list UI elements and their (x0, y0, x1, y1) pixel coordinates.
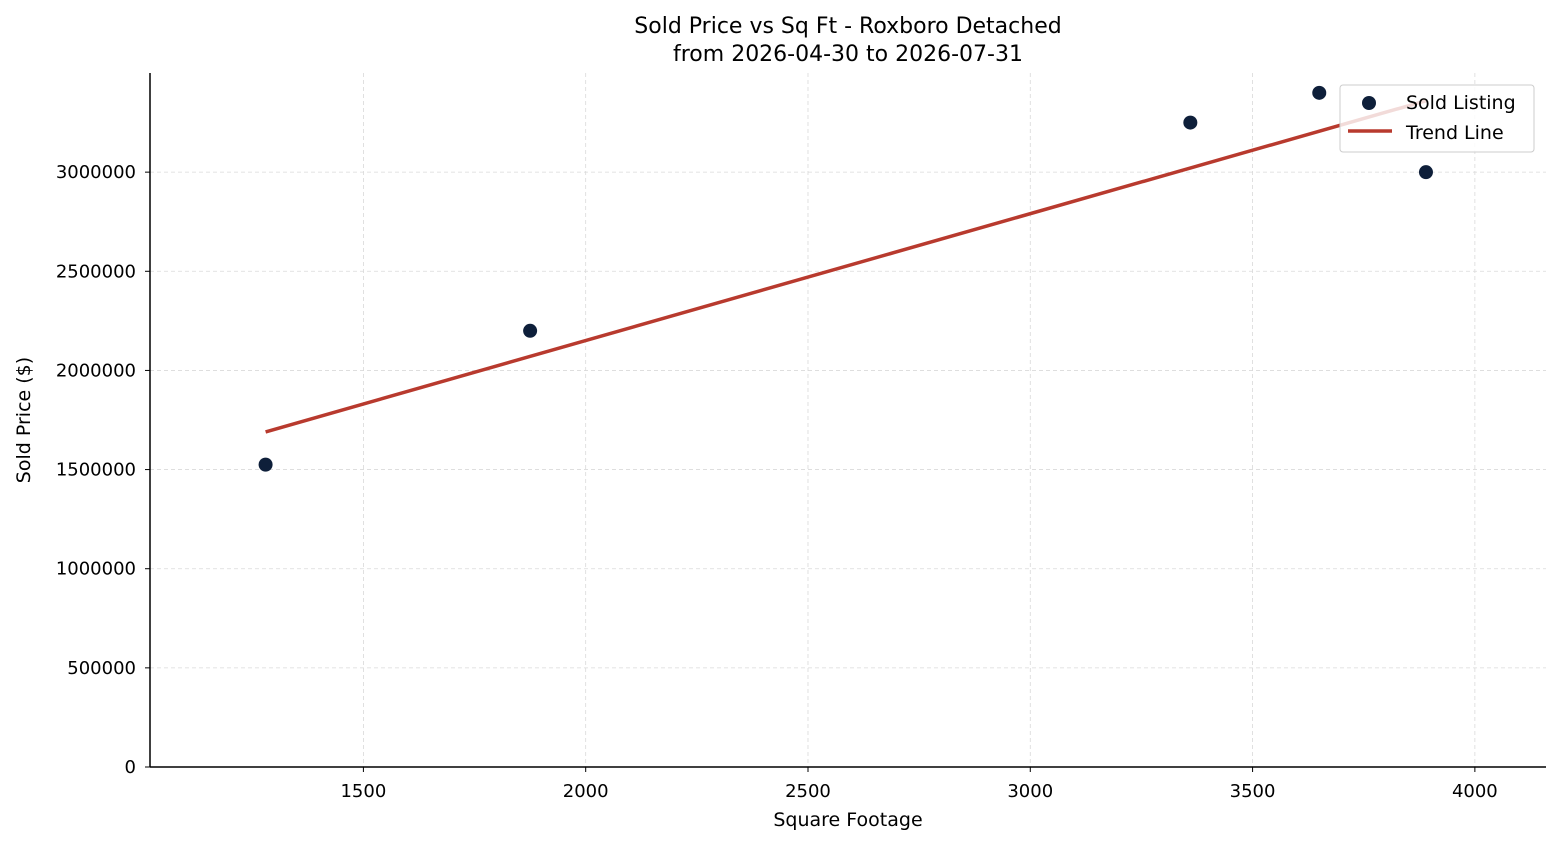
y-tick-label: 500000 (67, 658, 136, 679)
grid (150, 73, 1546, 767)
axes (145, 73, 1546, 772)
data-point (523, 323, 538, 338)
data-point (1312, 85, 1327, 100)
data-point (1183, 115, 1198, 130)
legend-marker-sold-listing (1362, 96, 1376, 110)
x-tick-label: 1500 (340, 781, 386, 802)
chart-subtitle: from 2026-04-30 to 2026-07-31 (673, 42, 1023, 67)
x-tick-label: 2000 (563, 781, 609, 802)
y-tick-label: 1000000 (56, 559, 136, 580)
trend-line (265, 99, 1427, 434)
y-axis-label: Sold Price ($) (13, 357, 35, 483)
x-tick-label: 3500 (1230, 781, 1276, 802)
data-points (258, 85, 1433, 472)
data-point (1418, 165, 1433, 180)
legend: Sold Listing Trend Line (1339, 84, 1535, 153)
x-tick-label: 4000 (1452, 781, 1498, 802)
trend-line-layer (265, 99, 1427, 434)
legend-label-trend-line: Trend Line (1405, 122, 1504, 144)
y-tick-label: 3000000 (56, 162, 136, 183)
legend-label-sold-listing: Sold Listing (1406, 92, 1516, 114)
chart-title: Sold Price vs Sq Ft - Roxboro Detached (634, 14, 1061, 39)
y-tick-label: 1500000 (56, 460, 136, 481)
y-tick-label: 2500000 (56, 261, 136, 282)
x-tick-label: 3000 (1007, 781, 1053, 802)
x-axis-label: Square Footage (773, 809, 922, 831)
x-tick-label: 2500 (785, 781, 831, 802)
data-point (258, 457, 273, 472)
tick-labels: 1500 2000 2500 3000 3500 4000 0 500000 1000000 15… (56, 162, 1498, 802)
legend-box (1339, 84, 1535, 153)
y-tick-label: 0 (125, 757, 136, 778)
y-tick-label: 2000000 (56, 360, 136, 381)
